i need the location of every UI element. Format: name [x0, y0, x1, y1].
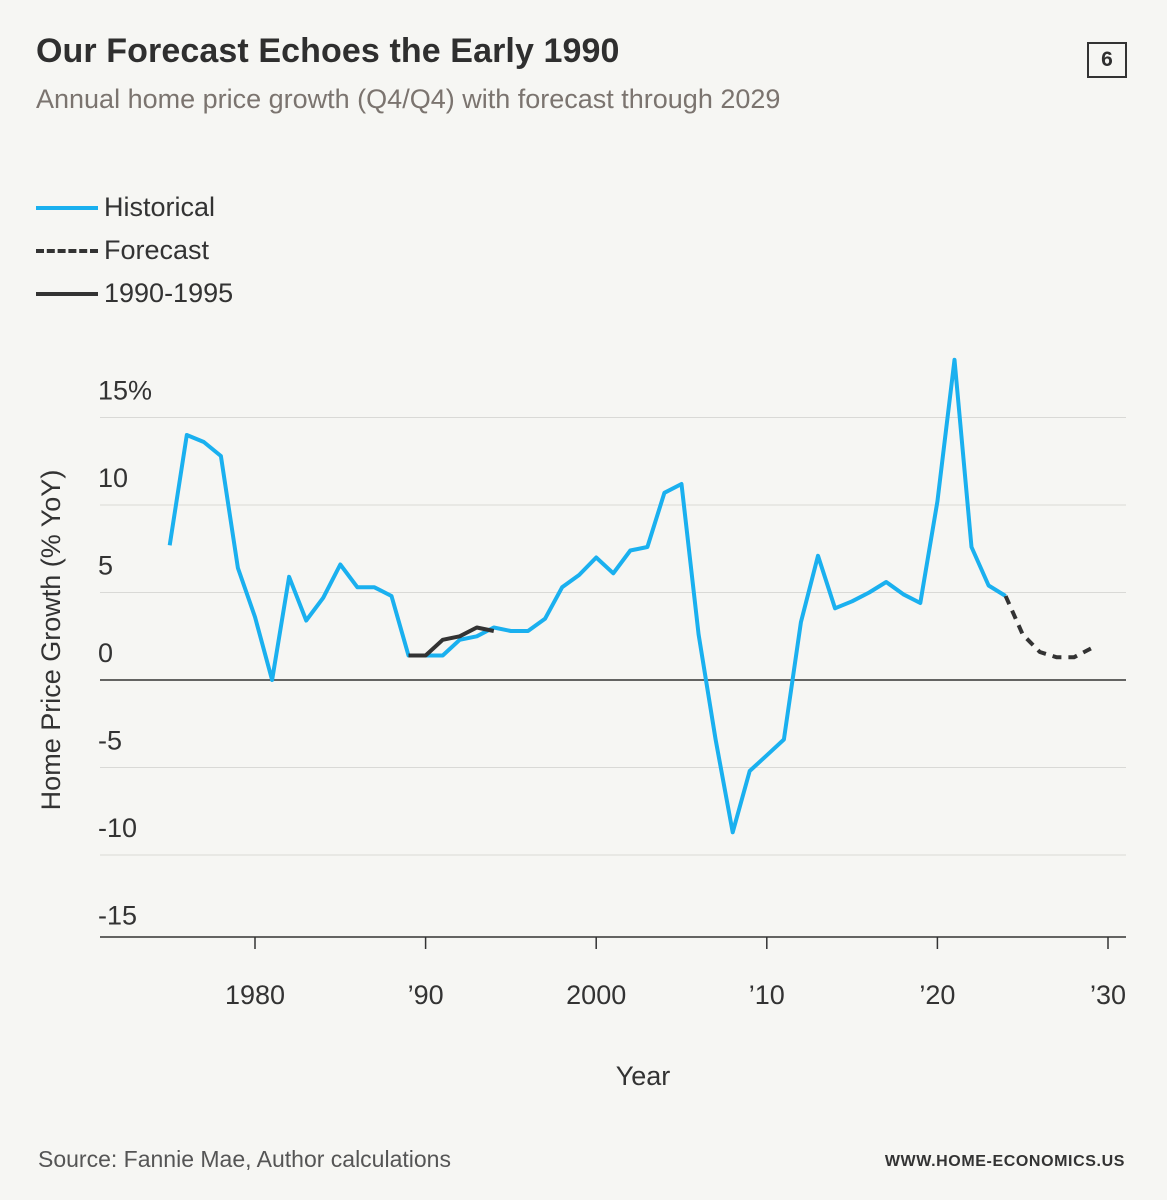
legend-swatch-historical: [36, 205, 98, 210]
x-tick-label: ’90: [408, 980, 444, 1010]
legend-label-1990-1995: 1990-1995: [104, 278, 234, 308]
y-axis-label: Home Price Growth (% YoY): [36, 470, 66, 811]
x-tick-label: 1980: [225, 980, 285, 1010]
x-tick-label: ’20: [919, 980, 955, 1010]
legend-swatch-1990-1995: [36, 291, 98, 296]
y-tick-labels: 15% 10 5 0 -5 -10 -15: [98, 376, 152, 931]
figure-number-badge: 6: [1087, 42, 1127, 78]
x-tick-label: 2000: [566, 980, 626, 1010]
y-tick-label: 5: [98, 551, 113, 581]
chart-legend: Historical Forecast 1990-1995: [36, 186, 233, 315]
x-tick-label: ’30: [1090, 980, 1126, 1010]
series-line-1990-1995: [408, 625, 495, 658]
series-lines: [167, 357, 1092, 835]
legend-item-1990-1995: 1990-1995: [36, 272, 233, 315]
y-tick-label: -10: [98, 813, 137, 843]
legend-label-historical: Historical: [104, 192, 216, 222]
y-tick-label: 10: [98, 463, 128, 493]
legend-label-forecast: Forecast: [104, 235, 210, 265]
y-tick-label: 0: [98, 638, 113, 668]
y-tick-label: -15: [98, 901, 137, 931]
series-line-historical: [167, 357, 1007, 835]
chart-title: Our Forecast Echoes the Early 1990: [36, 32, 620, 70]
x-axis: 1980 ’90 2000 ’10 ’20 ’30: [100, 936, 1126, 1010]
x-axis-label: Year: [616, 1061, 671, 1091]
legend-swatch-forecast: [36, 248, 98, 253]
legend-item-historical: Historical: [36, 186, 233, 229]
grid-lines: [100, 417, 1126, 856]
website-url: WWW.HOME-ECONOMICS.US: [884, 1153, 1125, 1170]
legend-item-forecast: Forecast: [36, 229, 233, 272]
y-tick-label: -5: [98, 726, 122, 756]
series-line-forecast: [1003, 595, 1092, 660]
chart-subtitle: Annual home price growth (Q4/Q4) with fo…: [36, 84, 781, 114]
source-note: Source: Fannie Mae, Author calculations: [38, 1146, 451, 1172]
x-tick-label: ’10: [749, 980, 785, 1010]
y-tick-label: 15%: [98, 376, 152, 406]
